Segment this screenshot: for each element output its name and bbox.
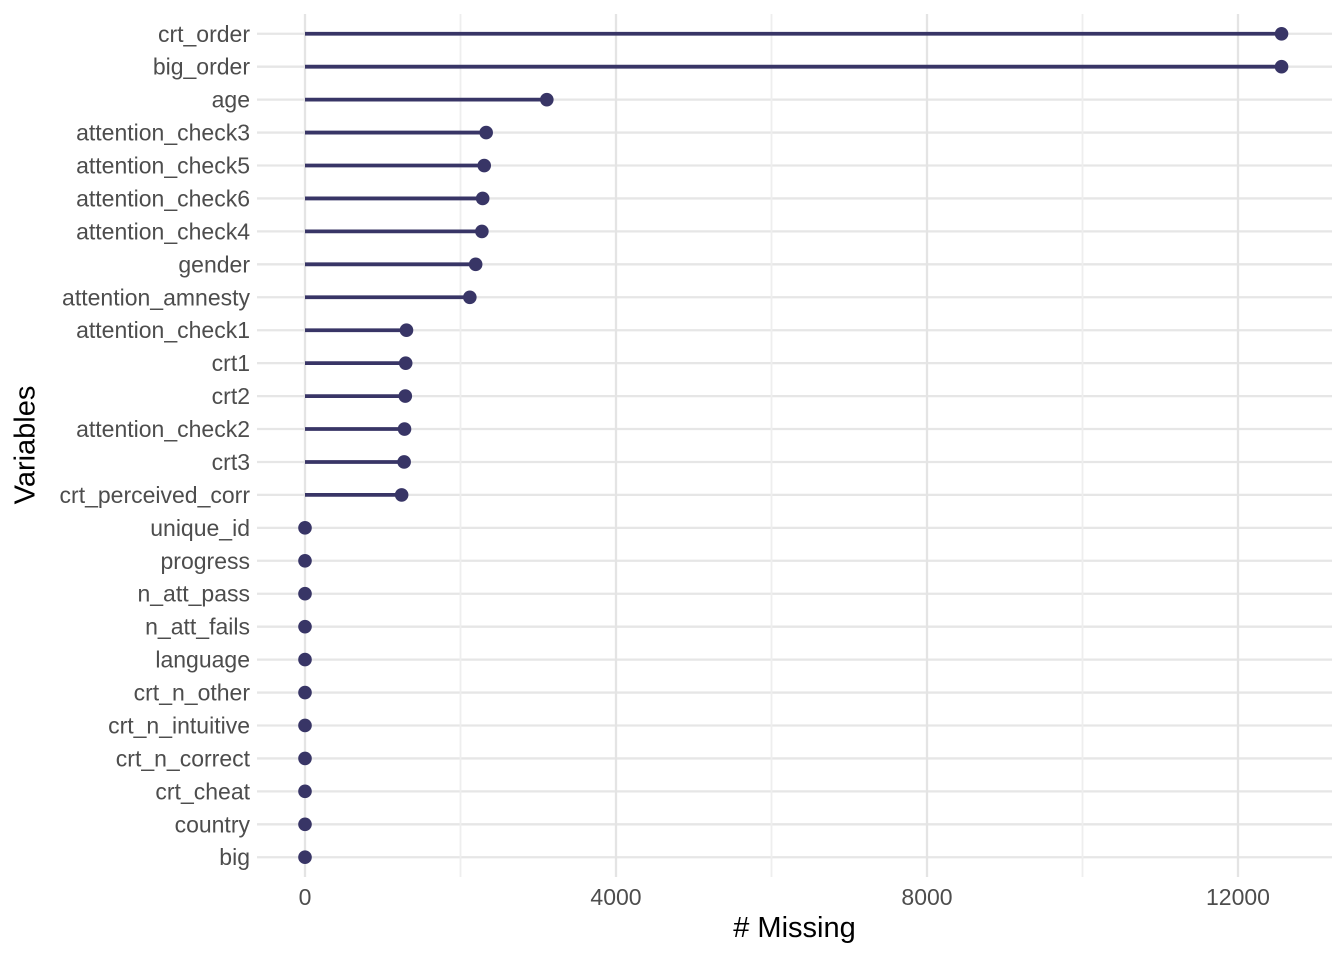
y-tick-label-big_order: big_order	[153, 54, 251, 80]
y-tick-label-attention_check5: attention_check5	[76, 153, 250, 179]
lollipop-dot-crt_perceived_corr	[394, 488, 409, 502]
lollipop-dot-crt1	[398, 356, 413, 370]
lollipop-dot-country	[298, 817, 312, 832]
y-tick-label-crt3: crt3	[212, 449, 250, 475]
y-tick-label-crt_cheat: crt_cheat	[155, 778, 250, 804]
lollipop-dot-n_att_fails	[298, 619, 312, 634]
x-axis-title: # Missing	[733, 912, 856, 944]
lollipop-dot-crt_n_other	[298, 685, 312, 700]
y-tick-label-crt_n_intuitive: crt_n_intuitive	[108, 712, 250, 738]
lollipop-dot-language	[298, 652, 312, 667]
y-tick-label-language: language	[155, 647, 250, 673]
y-tick-label-unique_id: unique_id	[150, 515, 250, 541]
lollipop-dot-attention_check2	[397, 422, 412, 436]
y-axis-title: Variables	[9, 385, 42, 505]
lollipop-dot-attention_check1	[399, 323, 414, 338]
y-tick-label-progress: progress	[161, 548, 250, 574]
y-tick-label-attention_check4: attention_check4	[76, 218, 250, 244]
y-tick-label-crt_n_other: crt_n_other	[134, 680, 251, 706]
lollipop-dot-crt3	[397, 455, 411, 469]
y-tick-label-big: big	[219, 844, 250, 870]
y-tick-label-gender: gender	[178, 251, 250, 277]
y-tick-label-n_att_pass: n_att_pass	[137, 581, 250, 607]
lollipop-dot-unique_id	[298, 521, 312, 535]
y-tick-label-attention_check6: attention_check6	[76, 185, 250, 211]
lollipop-dot-big_order	[1274, 59, 1289, 74]
y-tick-label-crt_n_correct: crt_n_correct	[116, 745, 251, 771]
x-tick-label-12000: 12000	[1206, 884, 1270, 910]
lollipop-dot-attention_check3	[479, 125, 493, 140]
y-tick-label-country: country	[175, 811, 251, 837]
lollipop-dot-crt_n_correct	[298, 751, 312, 766]
x-tick-label-8000: 8000	[901, 884, 952, 910]
y-tick-label-crt_order: crt_order	[158, 21, 250, 47]
y-tick-label-attention_check2: attention_check2	[76, 416, 250, 442]
y-tick-label-attention_amnesty: attention_amnesty	[62, 284, 250, 310]
y-tick-label-n_att_fails: n_att_fails	[145, 614, 250, 640]
lollipop-dot-crt2	[398, 389, 413, 403]
x-tick-label-4000: 4000	[590, 884, 641, 910]
lollipop-dot-age	[540, 92, 554, 107]
y-tick-label-attention_check1: attention_check1	[76, 317, 250, 343]
lollipop-dot-attention_check6	[475, 191, 490, 206]
y-tick-label-crt_perceived_corr: crt_perceived_corr	[60, 482, 251, 508]
lollipop-dot-crt_cheat	[298, 784, 312, 799]
y-tick-label-crt1: crt1	[212, 350, 250, 376]
lollipop-dot-big	[298, 850, 312, 865]
y-tick-label-attention_check3: attention_check3	[76, 120, 250, 146]
lollipop-dot-n_att_pass	[298, 586, 312, 601]
lollipop-dot-attention_amnesty	[463, 290, 477, 305]
lollipop-dot-gender	[468, 257, 483, 272]
y-tick-label-crt2: crt2	[212, 383, 250, 409]
x-tick-label-0: 0	[299, 884, 312, 910]
y-tick-label-age: age	[212, 87, 250, 113]
lollipop-dot-crt_order	[1274, 26, 1289, 41]
lollipop-dot-crt_n_intuitive	[298, 718, 312, 733]
lollipop-dot-attention_check5	[477, 158, 492, 173]
lollipop-dot-attention_check4	[475, 224, 489, 239]
lollipop-dot-progress	[298, 553, 312, 568]
